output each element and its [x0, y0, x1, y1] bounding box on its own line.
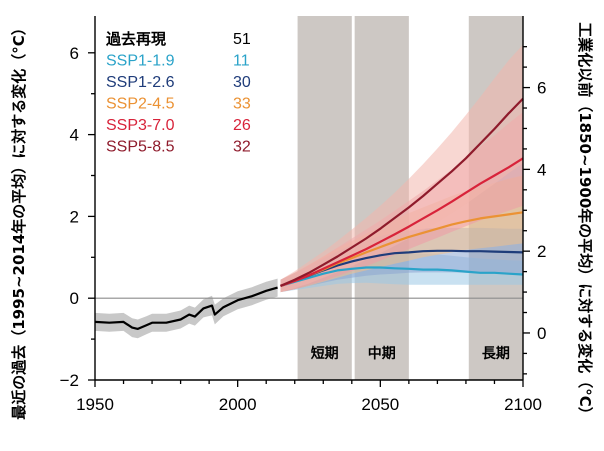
right-axis-title: 工業化以前（1850~1900年の平均）に対する変化（°C）	[576, 22, 594, 422]
period-label-2: 中期	[368, 345, 396, 362]
series-line-ssp5-8-5	[280, 97, 524, 287]
legend-count-ssp1-1-9: 11	[233, 53, 250, 70]
legend-entry-ssp2-4-5: SSP2-4.5	[106, 96, 175, 113]
left-tick-label: 0	[70, 289, 79, 308]
axes-layer: −2 0 2 4 6 0 2 4 6 1950 2000 2050 2100 最近の過去（1995~201…	[10, 16, 594, 422]
legend-entry-ssp3-7-0: SSP3-7.0	[106, 117, 175, 134]
x-tick-label: 2000	[219, 395, 257, 414]
legend-count-ssp2-4-5: 33	[233, 96, 251, 113]
series-lines-layer	[94, 97, 524, 330]
x-tick-label: 2050	[361, 395, 399, 414]
series-line-ssp3-7-0	[280, 157, 524, 287]
legend-title-count: 51	[233, 31, 251, 48]
period-shade-1	[297, 16, 352, 380]
left-tick-label: 2	[70, 207, 79, 226]
legend-count-ssp3-7-0: 26	[233, 117, 251, 134]
right-tick-label: 2	[537, 242, 546, 261]
series-line-historical	[94, 286, 278, 330]
legend-count-ssp1-2-6: 30	[233, 74, 251, 91]
band--	[95, 278, 278, 339]
legend-title: 過去再現	[105, 30, 166, 48]
band-ssp5-8-5	[280, 44, 523, 293]
legend-count-ssp5-8-5: 32	[233, 139, 251, 156]
period-label-1: 短期	[311, 345, 339, 362]
period-label-3: 長期	[482, 346, 510, 362]
series-line-ssp1-1-9	[280, 266, 524, 287]
left-tick-label: −2	[60, 371, 79, 390]
right-tick-label: 0	[537, 324, 546, 343]
x-tick-label: 2100	[504, 395, 542, 414]
left-tick-label: 6	[70, 44, 79, 63]
right-tick-label: 6	[537, 79, 546, 98]
x-tick-label: 1950	[76, 395, 114, 414]
legend-entry-ssp1-1-9: SSP1-1.9	[106, 53, 175, 70]
left-tick-label: 4	[70, 126, 79, 145]
period-labels-layer: 短期 中期 長期	[311, 345, 510, 362]
legend-entry-ssp1-2-6: SSP1-2.6	[106, 74, 175, 91]
legend-entry-ssp5-8-5: SSP5-8.5	[106, 139, 175, 156]
left-axis-title: 最近の過去（1995~2014年の平均）に対する変化（°C）	[10, 20, 28, 420]
legend: 過去再現 51 SSP1-1.9 11 SSP1-2.6 30 SSP2-4.5 33 SSP3…	[105, 30, 251, 156]
right-tick-label: 4	[537, 160, 546, 179]
